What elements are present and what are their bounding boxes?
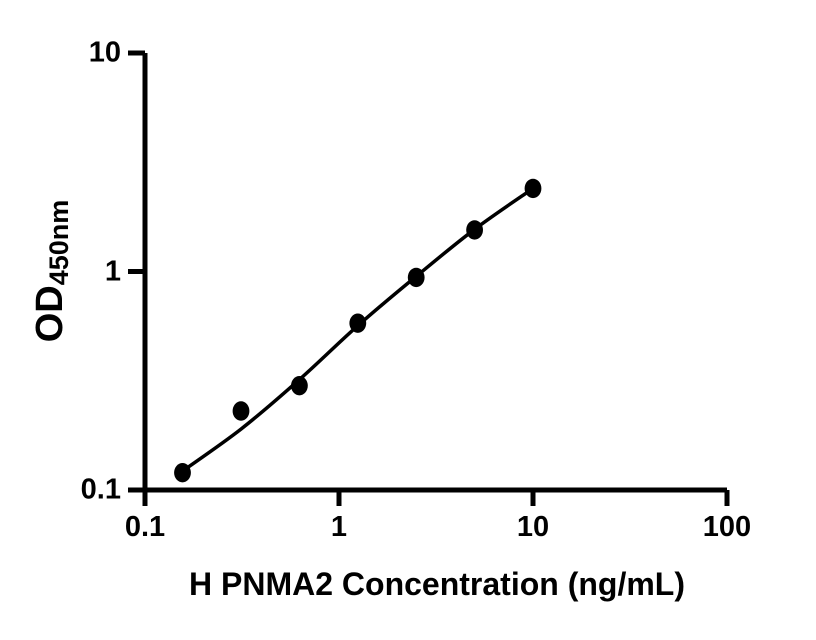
x-axis-title: H PNMA2 Concentration (ng/mL) bbox=[189, 566, 685, 602]
data-point-marker-5 bbox=[466, 220, 483, 240]
y-axis-title-main: OD bbox=[29, 285, 71, 343]
x-tick-label-0p1: 0.1 bbox=[124, 511, 166, 543]
data-point-marker-0 bbox=[174, 463, 191, 483]
data-point-marker-3 bbox=[349, 313, 367, 333]
data-point-marker-2 bbox=[291, 376, 308, 396]
x-tick-label-100: 100 bbox=[702, 511, 752, 543]
y-tick-label-1: 1 bbox=[104, 255, 121, 287]
y-tick-label-10: 10 bbox=[88, 36, 121, 69]
y-axis-title: OD450nm bbox=[29, 200, 75, 343]
y-axis-title-subscript: 450nm bbox=[44, 199, 74, 286]
data-point-marker-1 bbox=[232, 401, 250, 421]
y-tick-label-0p1: 0.1 bbox=[80, 473, 121, 506]
x-tick-label-1: 1 bbox=[330, 511, 348, 543]
x-tick-label-10: 10 bbox=[516, 511, 550, 543]
data-point-marker-6 bbox=[524, 178, 542, 199]
data-point-marker-4 bbox=[407, 267, 425, 288]
